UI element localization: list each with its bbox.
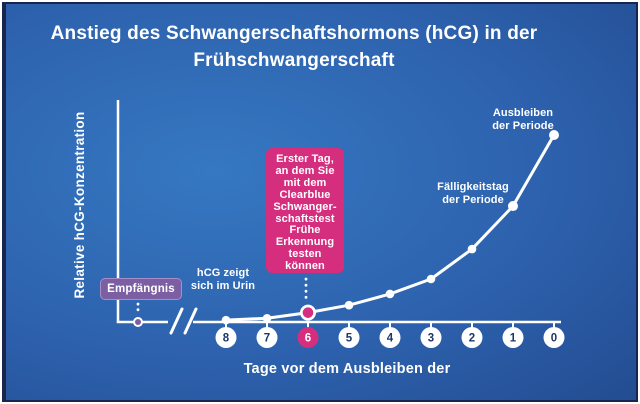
x-axis-label: Tage vor dem Ausbleiben der [243,361,451,377]
x-tick-label: 4 [387,333,394,345]
x-tick-label: 0 [551,333,557,345]
x-tick-label: 8 [223,333,230,345]
data-point [221,315,231,325]
hcg-in-urine-annotation: hCG zeigt sich im Urin [190,267,256,292]
axis-break-slash [183,307,198,335]
axis-break-slash [169,307,184,335]
missed-period-annotation: Ausbleiben der Periode [492,107,554,132]
x-tick-label: 3 [428,333,434,345]
x-tick-label: 5 [346,333,353,345]
conception-badge: Empfängnis [100,278,182,300]
data-point [385,289,395,299]
x-tick-circle [461,327,483,348]
x-tick-label: 1 [510,333,517,345]
y-axis-label: Relative hCG-Konzentration [72,111,87,299]
x-tick-circle [420,327,442,348]
x-tick-circle [543,327,565,348]
data-point [467,244,477,254]
x-tick-circle [379,327,401,348]
chart-title-line1: Anstieg des Schwangerschaftshormons (hCG… [50,23,538,44]
x-tick-circle [338,327,360,348]
data-point [426,274,436,284]
data-point [549,130,559,140]
data-point-highlighted [302,307,314,318]
chart-title-line2: Frühschwangerschaft [193,50,395,71]
x-tick-circle [502,327,524,348]
due-date-annotation: Fälligkeitstag der Periode [437,181,509,206]
data-point [262,313,272,323]
x-tick-circle [256,327,278,348]
data-point [508,201,518,212]
x-tick-label: 2 [469,333,475,345]
x-tick-label: 6 [305,333,311,345]
test-day-callout: Erster Tag, an dem Sie mit dem Clearblue… [266,148,344,273]
conception-point [135,319,141,325]
x-tick-label: 7 [264,333,270,345]
data-point [344,300,354,310]
x-tick-circle-highlighted [297,327,319,348]
chart-title: Anstieg des Schwangerschaftshormons (hCG… [12,20,576,74]
x-tick-circle [215,327,237,348]
